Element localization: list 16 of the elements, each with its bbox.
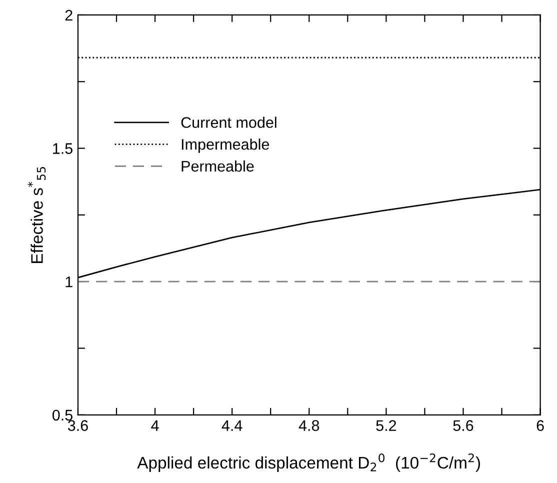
x-tick-label: 3.6 xyxy=(68,420,88,431)
x-tick-label: 6 xyxy=(536,420,544,431)
x-axis-title: Applied electric displacement D$_{2}$$^{0}$ (10$^{−2}$C/m$^{2}$) xyxy=(137,453,480,472)
y-tick-label: 2 xyxy=(65,10,72,21)
legend-label: Permeable xyxy=(182,160,254,172)
legend-label: Impermeable xyxy=(182,138,270,153)
x-tick-label: 4 xyxy=(151,420,159,431)
y-tick-label: 0.5 xyxy=(52,410,72,421)
x-tick-label: 4.8 xyxy=(298,420,320,431)
x-tick-label: 4.4 xyxy=(222,420,242,431)
x-tick-label: 5.6 xyxy=(453,420,474,431)
y-tick-label: 1.5 xyxy=(53,143,72,154)
y-axis-title: Effective s$^{*}$$_{55}$ xyxy=(28,167,46,263)
y-tick-label: 1 xyxy=(66,276,72,288)
legend-label: Current model xyxy=(181,116,276,128)
x-tick-label: 5.2 xyxy=(376,420,396,431)
